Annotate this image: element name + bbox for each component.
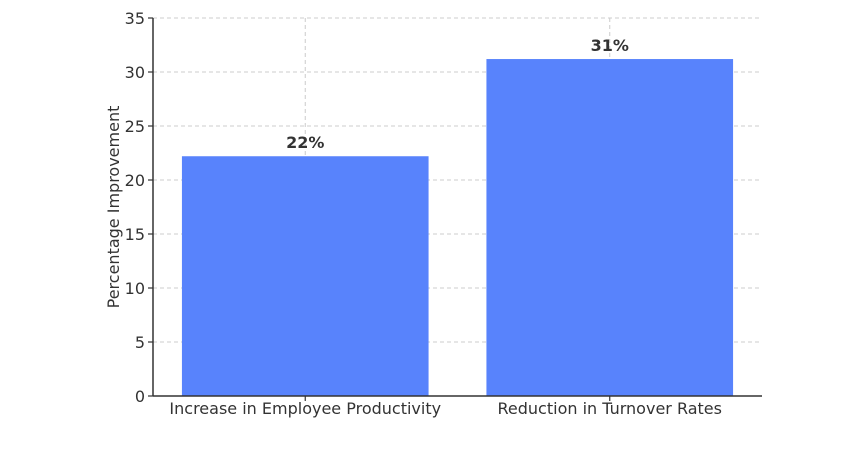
y-tick-label: 35: [125, 9, 145, 28]
x-tick-label: Reduction in Turnover Rates: [498, 399, 722, 418]
y-axis-title: Percentage Improvement: [104, 106, 123, 309]
axis-layer: [148, 17, 762, 401]
bar: [181, 156, 429, 396]
y-tick-label: 20: [125, 171, 145, 190]
bar-layer: [181, 59, 734, 396]
y-tick-label: 15: [125, 225, 145, 244]
y-tick-label: 5: [135, 333, 145, 352]
bar: [486, 59, 734, 396]
data-label: 22%: [286, 133, 324, 152]
y-tick-label: 10: [125, 279, 145, 298]
y-tick-label: 30: [125, 63, 145, 82]
label-layer: 0 5 10 15 20 25 30 35 22% Increase in Employee Pr…: [125, 9, 722, 418]
y-tick-label: 25: [125, 117, 145, 136]
data-label: 31%: [591, 36, 629, 55]
x-tick-label: Increase in Employee Productivity: [169, 399, 441, 418]
y-tick-label: 0: [135, 387, 145, 406]
